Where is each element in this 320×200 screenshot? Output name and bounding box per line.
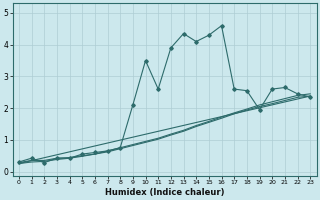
X-axis label: Humidex (Indice chaleur): Humidex (Indice chaleur) <box>105 188 224 197</box>
